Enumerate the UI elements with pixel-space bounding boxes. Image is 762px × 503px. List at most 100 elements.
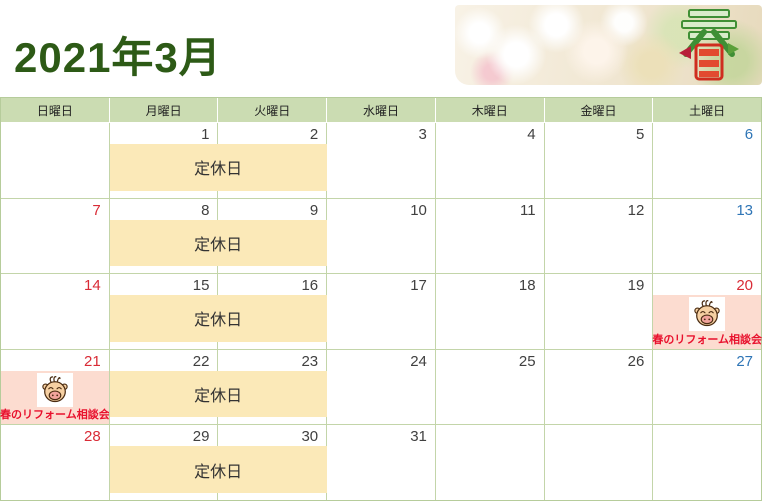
date-number: 3 xyxy=(418,126,427,143)
closed-label: 定休日 xyxy=(194,161,243,179)
weekday-header-tuesday: 火曜日 xyxy=(217,98,326,122)
day-cell-event: 21 xyxy=(0,350,110,425)
event-label: 春のリフォーム相談会 xyxy=(0,409,110,422)
day-cell: 8 xyxy=(108,198,218,274)
date-number: 14 xyxy=(84,277,101,295)
day-cell: 12 xyxy=(543,198,653,274)
date-number: 5 xyxy=(635,126,645,143)
closed-day-band: 定休日 xyxy=(109,219,327,267)
closed-label: 定休日 xyxy=(194,312,243,330)
day-cell: 26 xyxy=(543,349,653,425)
weeks-body: 1 2 3 4 5 6 定休日 7 8 9 10 11 12 13 定休日 xyxy=(0,122,762,500)
date-number: 11 xyxy=(520,201,536,219)
day-cell: 22 xyxy=(108,349,218,425)
day-cell xyxy=(434,425,544,500)
week-row-5: 28 29 30 31 定休日 xyxy=(1,424,761,500)
day-cell xyxy=(652,425,761,500)
closed-label: 定休日 xyxy=(194,463,243,481)
day-cell: 11 xyxy=(434,198,544,274)
date-number: 9 xyxy=(309,201,319,219)
date-number xyxy=(436,425,544,446)
day-cell: 1 xyxy=(108,123,218,198)
closed-day-band: 定休日 xyxy=(109,446,327,493)
date-number: 29 xyxy=(192,428,210,446)
day-cell: 7 xyxy=(1,199,109,274)
calendar-grid: 日曜日 月曜日 火曜日 水曜日 木曜日 金曜日 土曜日 1 2 3 4 5 6 … xyxy=(0,97,762,501)
pig-mascot-icon xyxy=(689,297,726,332)
date-number: 2 xyxy=(309,126,319,143)
day-cell: 5 xyxy=(543,123,653,198)
event-banner: 春のリフォーム相談会 xyxy=(0,370,110,425)
date-number xyxy=(545,425,653,446)
day-cell: 25 xyxy=(434,349,544,425)
weekday-header-row: 日曜日 月曜日 火曜日 水曜日 木曜日 金曜日 土曜日 xyxy=(1,98,761,122)
week-row-1: 1 2 3 4 5 6 定休日 xyxy=(1,122,761,198)
date-number: 16 xyxy=(301,277,319,295)
topbar: 2021年3月 xyxy=(0,0,762,97)
date-number: 21 xyxy=(84,352,101,370)
day-cell: 19 xyxy=(543,274,653,349)
day-cell: 18 xyxy=(434,274,544,349)
day-cell: 3 xyxy=(326,123,435,198)
date-number: 4 xyxy=(527,126,536,143)
date-number: 25 xyxy=(518,352,536,370)
date-number: 19 xyxy=(627,277,645,295)
closed-day-band: 定休日 xyxy=(109,370,327,418)
week-row-3: 14 15 16 17 18 19 20 xyxy=(1,273,762,349)
date-number: 18 xyxy=(518,277,536,295)
day-cell: 14 xyxy=(1,274,109,349)
week-row-4: 21 xyxy=(0,348,761,425)
weekday-header-friday: 金曜日 xyxy=(543,98,653,122)
day-cell xyxy=(1,123,109,198)
spring-kanji-logo xyxy=(679,9,739,81)
date-number: 28 xyxy=(84,428,101,446)
weekday-header-thursday: 木曜日 xyxy=(434,98,544,122)
date-number xyxy=(653,425,761,446)
date-number: 22 xyxy=(192,352,210,370)
date-number: 30 xyxy=(301,428,319,446)
spring-blossom-banner xyxy=(455,5,762,85)
day-cell: 13 xyxy=(652,198,761,274)
closed-day-band: 定休日 xyxy=(109,295,327,342)
closed-label: 定休日 xyxy=(194,236,243,254)
date-number: 1 xyxy=(201,126,210,143)
day-cell: 24 xyxy=(326,349,435,425)
day-cell: 17 xyxy=(326,274,435,349)
weekday-header-sunday: 日曜日 xyxy=(36,103,73,118)
day-cell: 6 xyxy=(652,123,761,198)
closed-day-band: 定休日 xyxy=(109,144,327,191)
day-cell: 15 xyxy=(108,274,218,349)
weekday-header-wednesday: 水曜日 xyxy=(326,98,435,122)
weekday-header-monday: 月曜日 xyxy=(108,98,218,122)
pig-mascot-icon xyxy=(36,372,73,407)
date-number: 10 xyxy=(410,201,427,219)
date-number: 8 xyxy=(201,201,210,219)
day-cell: 29 xyxy=(108,425,218,500)
date-number: 12 xyxy=(627,201,645,219)
event-label: 春のリフォーム相談会 xyxy=(652,333,762,346)
date-number: 23 xyxy=(301,352,319,370)
date-number: 24 xyxy=(410,352,427,370)
date-number: 31 xyxy=(410,428,427,446)
page-title: 2021年3月 xyxy=(14,34,222,81)
date-number: 26 xyxy=(627,352,645,370)
day-cell: 31 xyxy=(326,425,435,500)
day-cell: 4 xyxy=(434,123,544,198)
day-cell: 10 xyxy=(326,198,435,274)
date-number: 17 xyxy=(410,277,427,295)
date-number: 20 xyxy=(736,277,754,295)
date-number: 15 xyxy=(192,277,210,295)
date-number: 13 xyxy=(736,201,754,219)
day-cell: 27 xyxy=(652,349,761,425)
date-number: 27 xyxy=(736,352,754,370)
date-number xyxy=(1,123,109,144)
day-cell xyxy=(543,425,653,500)
week-row-2: 7 8 9 10 11 12 13 定休日 xyxy=(1,197,761,274)
day-cell: 28 xyxy=(1,425,109,500)
day-cell-event: 20 xyxy=(652,274,762,349)
weekday-header-saturday: 土曜日 xyxy=(652,98,761,122)
event-banner: 春のリフォーム相談会 xyxy=(652,295,762,349)
closed-label: 定休日 xyxy=(194,388,243,406)
date-number: 6 xyxy=(744,126,754,143)
